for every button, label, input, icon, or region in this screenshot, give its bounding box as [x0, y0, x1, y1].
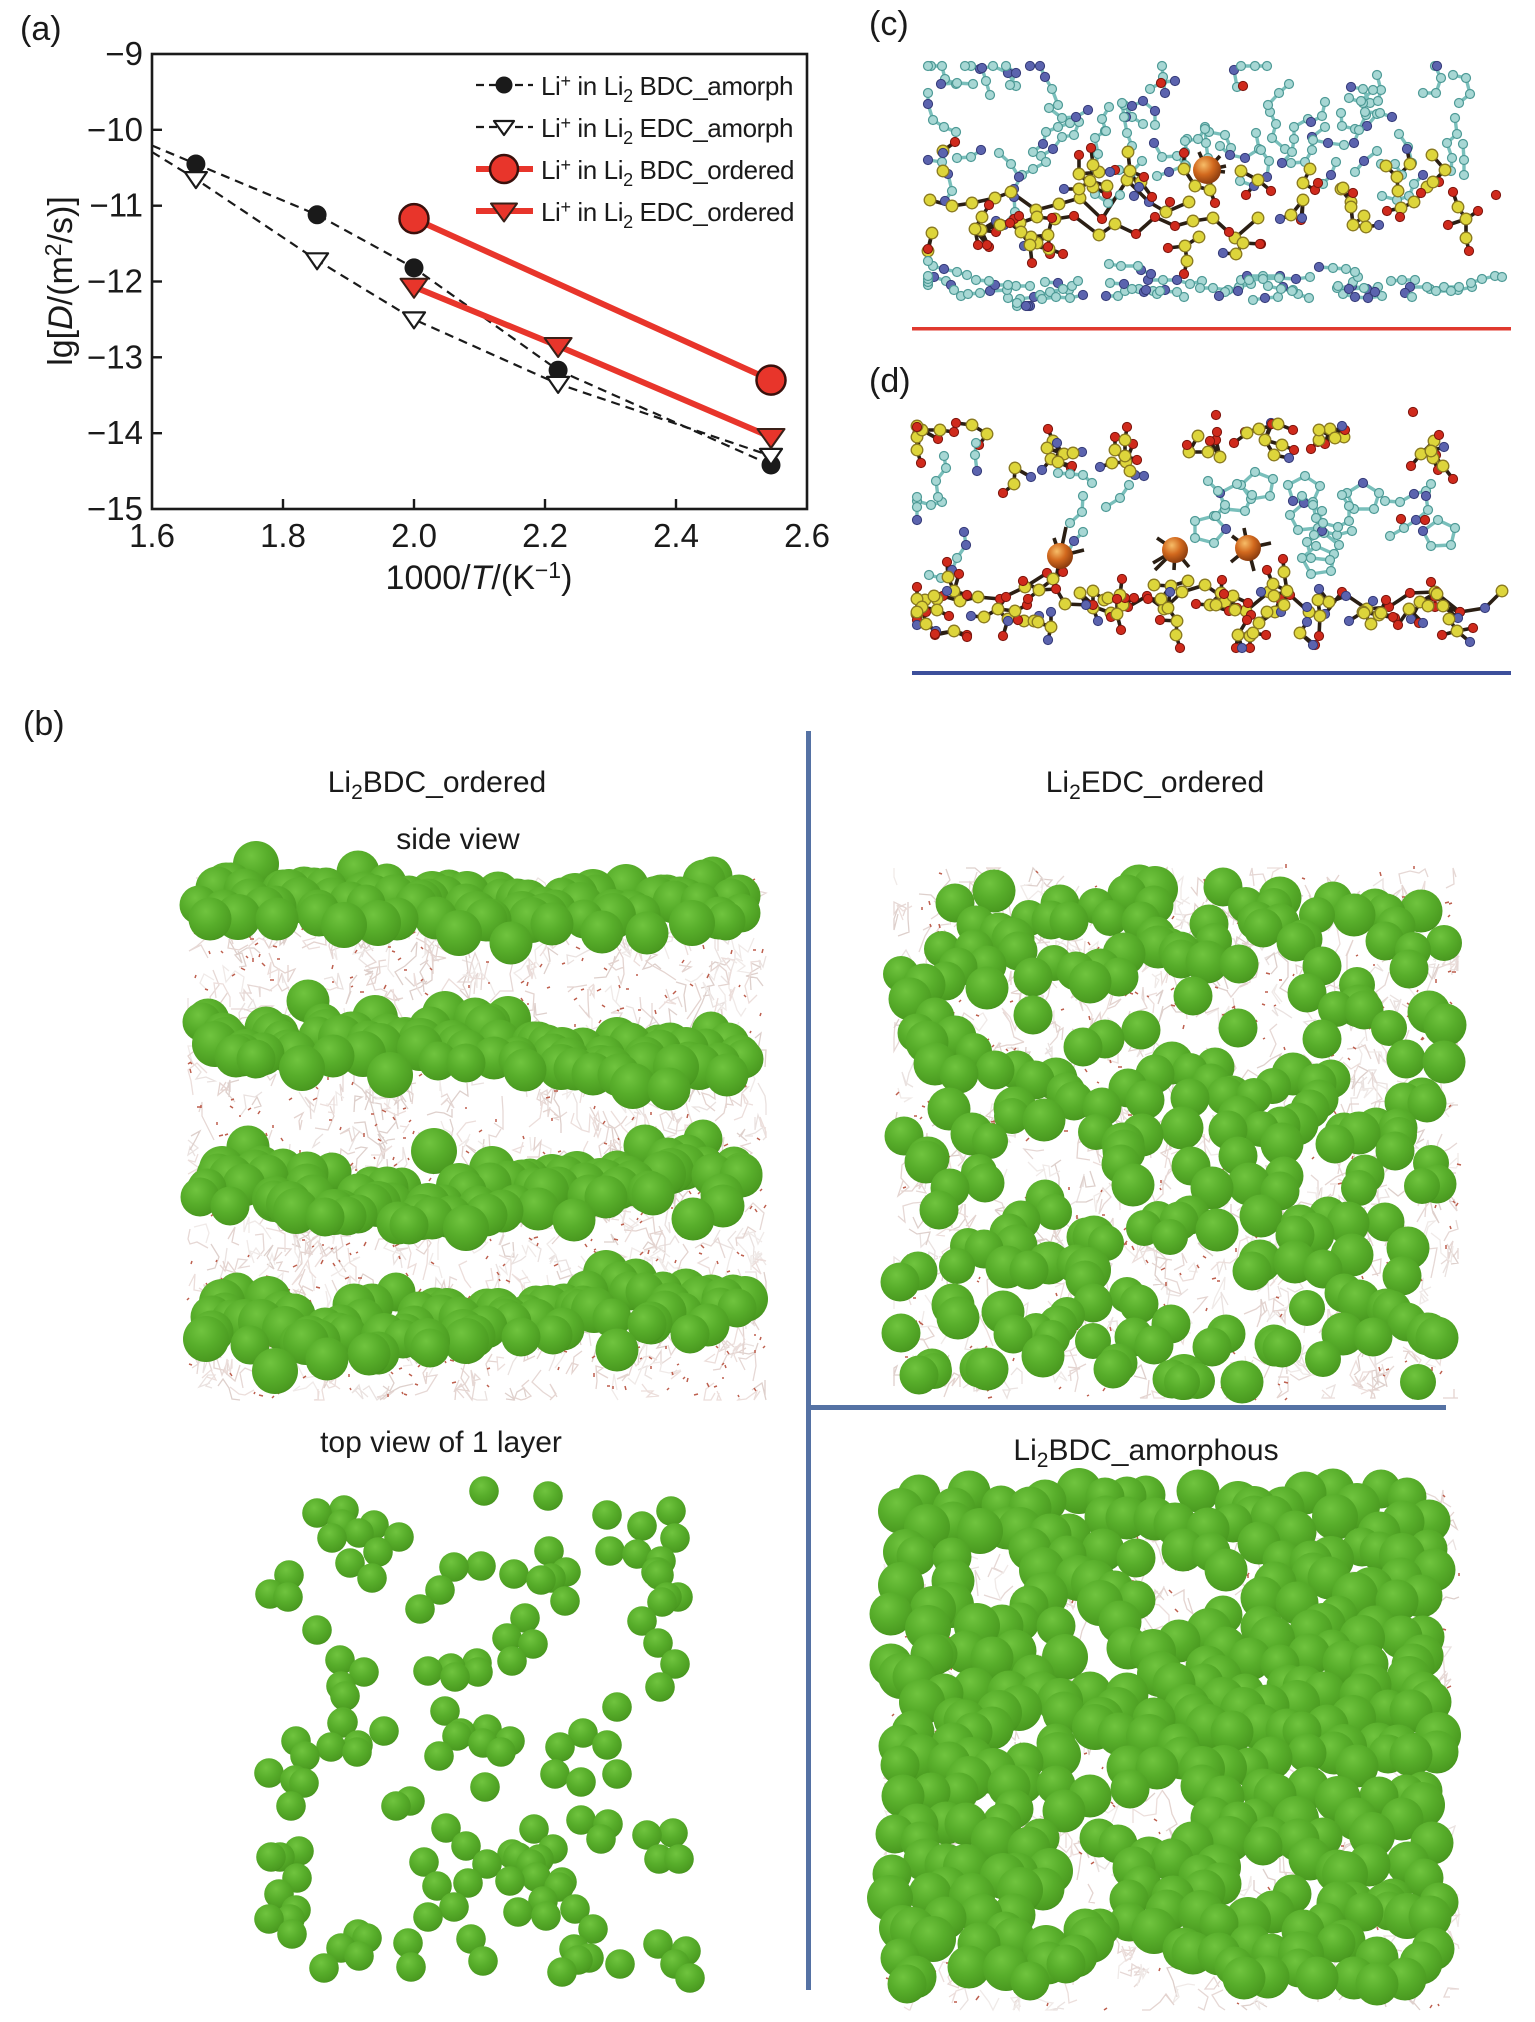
- svg-text:Li2BDC_amorphous: Li2BDC_amorphous: [1013, 1434, 1278, 1472]
- svg-text:side view: side view: [396, 823, 520, 856]
- svg-text:Li+ in Li2 BDC_ordered: Li+ in Li2 BDC_ordered: [541, 155, 794, 190]
- svg-text:Li+ in Li2 BDC_amorph: Li+ in Li2 BDC_amorph: [541, 71, 793, 106]
- svg-text:1.6: 1.6: [129, 517, 175, 554]
- svg-text:Li+ in Li2 EDC_amorph: Li+ in Li2 EDC_amorph: [541, 113, 793, 148]
- svg-text:−10: −10: [87, 111, 143, 148]
- svg-text:−9: −9: [105, 35, 143, 72]
- svg-text:−15: −15: [87, 490, 143, 527]
- svg-text:−12: −12: [87, 263, 143, 300]
- svg-text:Li2EDC_ordered: Li2EDC_ordered: [1046, 766, 1264, 804]
- svg-text:2.6: 2.6: [784, 517, 830, 554]
- svg-text:Li2BDC_ordered: Li2BDC_ordered: [328, 766, 546, 804]
- svg-text:(a): (a): [20, 10, 62, 48]
- svg-text:−11: −11: [89, 187, 143, 224]
- svg-text:(b): (b): [23, 705, 65, 743]
- svg-text:(c): (c): [869, 5, 909, 43]
- svg-text:−13: −13: [87, 338, 143, 375]
- svg-text:2.0: 2.0: [391, 517, 437, 554]
- svg-text:(d): (d): [869, 362, 911, 400]
- svg-text:2.4: 2.4: [653, 517, 699, 554]
- svg-text:1.8: 1.8: [260, 517, 306, 554]
- svg-text:Li+ in Li2 EDC_ordered: Li+ in Li2 EDC_ordered: [541, 197, 794, 232]
- svg-text:lg[D/(m2/s)]: lg[D/(m2/s)]: [40, 196, 80, 366]
- svg-text:−14: −14: [87, 414, 143, 451]
- svg-text:2.2: 2.2: [522, 517, 568, 554]
- svg-text:top view of 1 layer: top view of 1 layer: [320, 1426, 562, 1459]
